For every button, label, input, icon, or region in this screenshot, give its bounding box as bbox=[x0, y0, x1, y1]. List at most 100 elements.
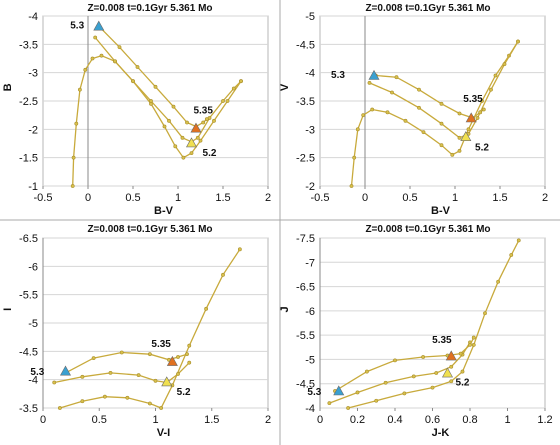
marker-label: 5.2 bbox=[475, 142, 489, 153]
x-tick-label: 0.8 bbox=[462, 414, 477, 426]
data-point bbox=[457, 111, 462, 116]
y-tick-label: -3.5 bbox=[19, 39, 38, 51]
y-tick-label: -3 bbox=[305, 124, 315, 136]
panel-jk-j: Z=0.008 t=0.1Gyr 5.361 Mo -4 -4.5 -5 -5.5 -6… bbox=[279, 224, 553, 439]
series-line-1 bbox=[369, 41, 519, 139]
data-point bbox=[108, 370, 113, 375]
x-tick-label: 1 bbox=[152, 414, 158, 426]
x-tick-label: 0.5 bbox=[92, 414, 107, 426]
data-point bbox=[167, 118, 171, 123]
y-tick-label: -4 bbox=[28, 375, 38, 387]
data-point bbox=[457, 135, 462, 140]
data-point bbox=[221, 272, 225, 277]
data-point bbox=[370, 107, 375, 112]
data-point bbox=[153, 84, 158, 89]
data-point bbox=[439, 143, 444, 148]
series-line-1 bbox=[54, 362, 190, 384]
y-tick-label: -3 bbox=[28, 68, 38, 80]
x-tick-label: 0.4 bbox=[387, 414, 402, 426]
x-tick-label: 2 bbox=[265, 414, 271, 426]
data-point bbox=[83, 67, 88, 72]
marker-label: 5.2 bbox=[177, 387, 191, 398]
marker-label: 5.2 bbox=[456, 377, 470, 388]
y-axis-label: V bbox=[279, 83, 291, 91]
panel-title: Z=0.008 t=0.1Gyr 5.361 Mo bbox=[87, 3, 212, 14]
data-point bbox=[195, 135, 200, 140]
data-point bbox=[147, 352, 152, 357]
panel-title: Z=0.008 t=0.1Gyr 5.361 Mo bbox=[87, 224, 212, 235]
data-point bbox=[117, 45, 122, 50]
data-point bbox=[346, 406, 351, 410]
data-point bbox=[185, 352, 189, 357]
data-point bbox=[71, 155, 76, 160]
series-line-2 bbox=[334, 337, 475, 392]
data-point bbox=[449, 364, 454, 369]
data-point bbox=[449, 379, 454, 384]
data-point bbox=[187, 360, 192, 365]
data-point bbox=[516, 238, 521, 243]
data-point bbox=[460, 369, 465, 374]
data-point bbox=[383, 380, 388, 385]
y-tick-label: -2 bbox=[305, 181, 315, 193]
data-point bbox=[201, 120, 206, 125]
data-point bbox=[78, 87, 82, 92]
data-point bbox=[364, 369, 369, 374]
y-tick-label: -3.5 bbox=[19, 403, 38, 415]
y-tick-label: -7.5 bbox=[296, 233, 315, 245]
panel-vi-i: Z=0.008 t=0.1Gyr 5.361 Mo -3.5 -4 -4.5 -5 -5… bbox=[2, 224, 271, 439]
data-point bbox=[189, 151, 194, 156]
x-axis-label: B-V bbox=[431, 205, 451, 217]
y-tick-label: -6 bbox=[28, 261, 38, 273]
y-tick-label: -6.5 bbox=[19, 233, 38, 245]
data-point bbox=[471, 335, 476, 340]
data-point bbox=[439, 101, 444, 106]
data-point bbox=[198, 138, 203, 143]
series-line-2 bbox=[98, 25, 208, 128]
y-tick-label: -1.5 bbox=[19, 153, 38, 165]
data-point bbox=[430, 385, 435, 390]
data-point bbox=[349, 184, 354, 188]
y-axis-label: B bbox=[2, 83, 14, 91]
x-tick-label: 1.5 bbox=[492, 192, 507, 204]
data-point bbox=[91, 356, 96, 361]
data-point bbox=[153, 378, 158, 383]
marker-triangle bbox=[93, 20, 105, 31]
marker-label: 5.35 bbox=[432, 335, 452, 346]
x-tick-label: 0.5 bbox=[402, 192, 417, 204]
series-line-0 bbox=[59, 248, 241, 409]
data-point bbox=[187, 343, 192, 348]
data-point bbox=[162, 124, 167, 129]
data-point bbox=[52, 380, 57, 385]
x-tick-label: 1 bbox=[175, 192, 181, 204]
x-tick-label: 0 bbox=[85, 192, 91, 204]
data-point bbox=[204, 306, 209, 311]
data-point bbox=[113, 59, 117, 64]
y-axis-label: J bbox=[279, 306, 291, 312]
x-tick-label: 1.2 bbox=[537, 414, 552, 426]
data-point bbox=[475, 116, 480, 120]
marker-triangle bbox=[190, 122, 202, 133]
x-tick-label: 0 bbox=[40, 414, 46, 426]
data-point bbox=[102, 394, 107, 399]
data-point bbox=[136, 373, 141, 378]
data-point bbox=[159, 406, 164, 410]
data-point bbox=[489, 87, 493, 92]
x-axis-label: B-V bbox=[154, 205, 174, 217]
data-point bbox=[478, 110, 483, 115]
data-point bbox=[355, 390, 360, 395]
marker-triangle bbox=[333, 385, 345, 396]
y-tick-label: -5 bbox=[305, 11, 315, 23]
data-point bbox=[237, 247, 242, 252]
marker-label: 5.3 bbox=[307, 387, 321, 398]
data-point bbox=[327, 401, 332, 406]
y-tick-label: -4.5 bbox=[296, 379, 315, 391]
data-point bbox=[225, 99, 230, 103]
data-point bbox=[149, 99, 153, 103]
data-point bbox=[393, 358, 397, 363]
x-tick-label: 1.5 bbox=[204, 414, 219, 426]
x-tick-label: 1.5 bbox=[215, 192, 230, 204]
series-line-0 bbox=[72, 55, 242, 187]
x-tick-label: 2 bbox=[542, 192, 548, 204]
y-tick-label: -2.5 bbox=[19, 96, 38, 108]
